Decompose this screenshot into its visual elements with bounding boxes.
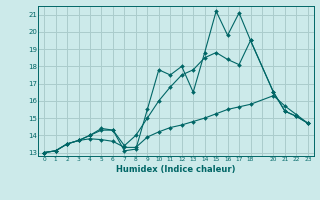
X-axis label: Humidex (Indice chaleur): Humidex (Indice chaleur): [116, 165, 236, 174]
